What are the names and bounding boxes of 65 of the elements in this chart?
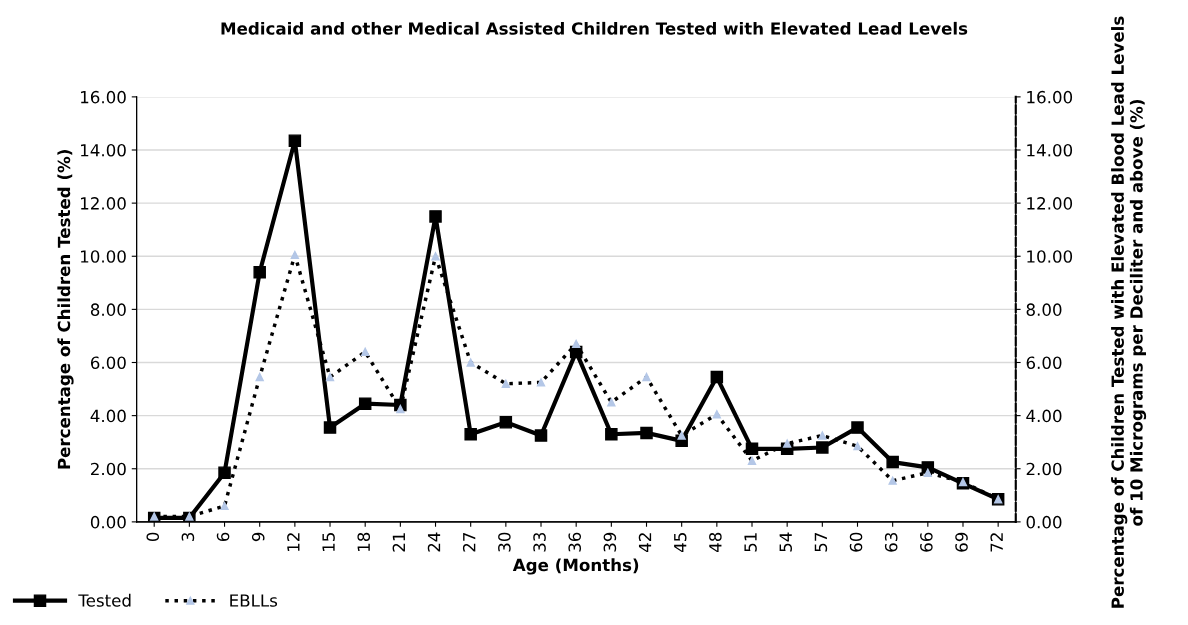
x-tick-label: 48 xyxy=(709,532,722,552)
point xyxy=(710,370,724,384)
x-tick-label: 54 xyxy=(779,532,792,552)
y-tick-label: 12.00 xyxy=(81,197,126,210)
x-tick-label: 42 xyxy=(638,533,652,552)
x-tick-label: 36 xyxy=(568,532,582,552)
x-tick-label: 27 xyxy=(462,533,476,552)
y-tick-label: 2.00 xyxy=(91,462,126,476)
point xyxy=(605,427,618,441)
x-tick-label: 39 xyxy=(603,532,617,552)
y2-tick-label: 14.00 xyxy=(1027,143,1073,157)
point xyxy=(323,421,337,434)
point xyxy=(745,442,759,456)
y2-tick-label: 12.00 xyxy=(1027,197,1073,210)
x-tick-label: 24 xyxy=(427,532,441,552)
y2-tick-label: 8.00 xyxy=(1026,303,1062,316)
y-axis-title: Percentage of Children Tested (%) xyxy=(57,150,74,469)
chart-title: Medicaid and other Medical Assisted Children Tested with Elevated Lead Levels xyxy=(221,21,968,35)
y-tick-label: 0.00 xyxy=(90,515,126,529)
y2-tick-label: 4.00 xyxy=(1026,409,1062,423)
point xyxy=(253,265,266,279)
point xyxy=(886,455,899,469)
y2-tick-label: 2.00 xyxy=(1026,462,1062,476)
x-tick-label: 60 xyxy=(849,532,863,552)
legend-label: Tested xyxy=(78,593,131,607)
legend-label: EBLLs xyxy=(230,594,278,607)
y-tick-label: 16.00 xyxy=(81,90,126,104)
y-tick-label: 6.00 xyxy=(90,356,126,370)
y-tick-label: 10.00 xyxy=(81,250,126,263)
x-tick-label: 0 xyxy=(146,532,160,542)
x-tick-label: 6 xyxy=(216,532,230,542)
x-tick-label: 3 xyxy=(181,532,195,541)
x-tick-label: 69 xyxy=(955,532,968,552)
x-tick-label: 21 xyxy=(392,533,405,552)
point xyxy=(816,441,829,454)
x-tick-label: 33 xyxy=(533,532,546,552)
x-tick-label: 18 xyxy=(357,532,371,551)
x-tick-label: 51 xyxy=(744,533,757,552)
point xyxy=(640,426,653,440)
point xyxy=(218,466,231,479)
point xyxy=(429,210,442,223)
x-tick-label: 63 xyxy=(884,532,898,552)
point xyxy=(499,416,513,429)
y2-tick-label: 16.00 xyxy=(1027,90,1073,104)
x-tick-label: 66 xyxy=(920,532,933,552)
y2-tick-label: 10.00 xyxy=(1027,250,1073,263)
point xyxy=(534,429,548,442)
x-tick-label: 30 xyxy=(498,532,511,552)
x-tick-label: 15 xyxy=(322,533,335,551)
y2-tick-label: 0.00 xyxy=(1026,515,1062,529)
x-tick-label: 45 xyxy=(674,533,687,552)
y-tick-label: 8.00 xyxy=(90,303,126,316)
x-axis-title: Age (Months) xyxy=(512,558,639,575)
point xyxy=(358,397,372,410)
y2-axis-title: Percentage of Children Tested with Elevated Blood Lead Levels of 10 Micrograms per Deciliter and above (%) xyxy=(1111,16,1147,608)
y2-tick-label: 6.00 xyxy=(1026,356,1062,370)
point xyxy=(464,427,477,441)
point xyxy=(851,421,864,434)
y-tick-label: 14.00 xyxy=(81,143,126,157)
y-tick-label: 4.00 xyxy=(90,409,126,423)
x-tick-label: 72 xyxy=(990,533,1003,552)
x-tick-label: 12 xyxy=(287,533,300,551)
point xyxy=(288,134,302,147)
x-tick-label: 9 xyxy=(251,532,265,542)
x-tick-label: 57 xyxy=(814,533,828,552)
